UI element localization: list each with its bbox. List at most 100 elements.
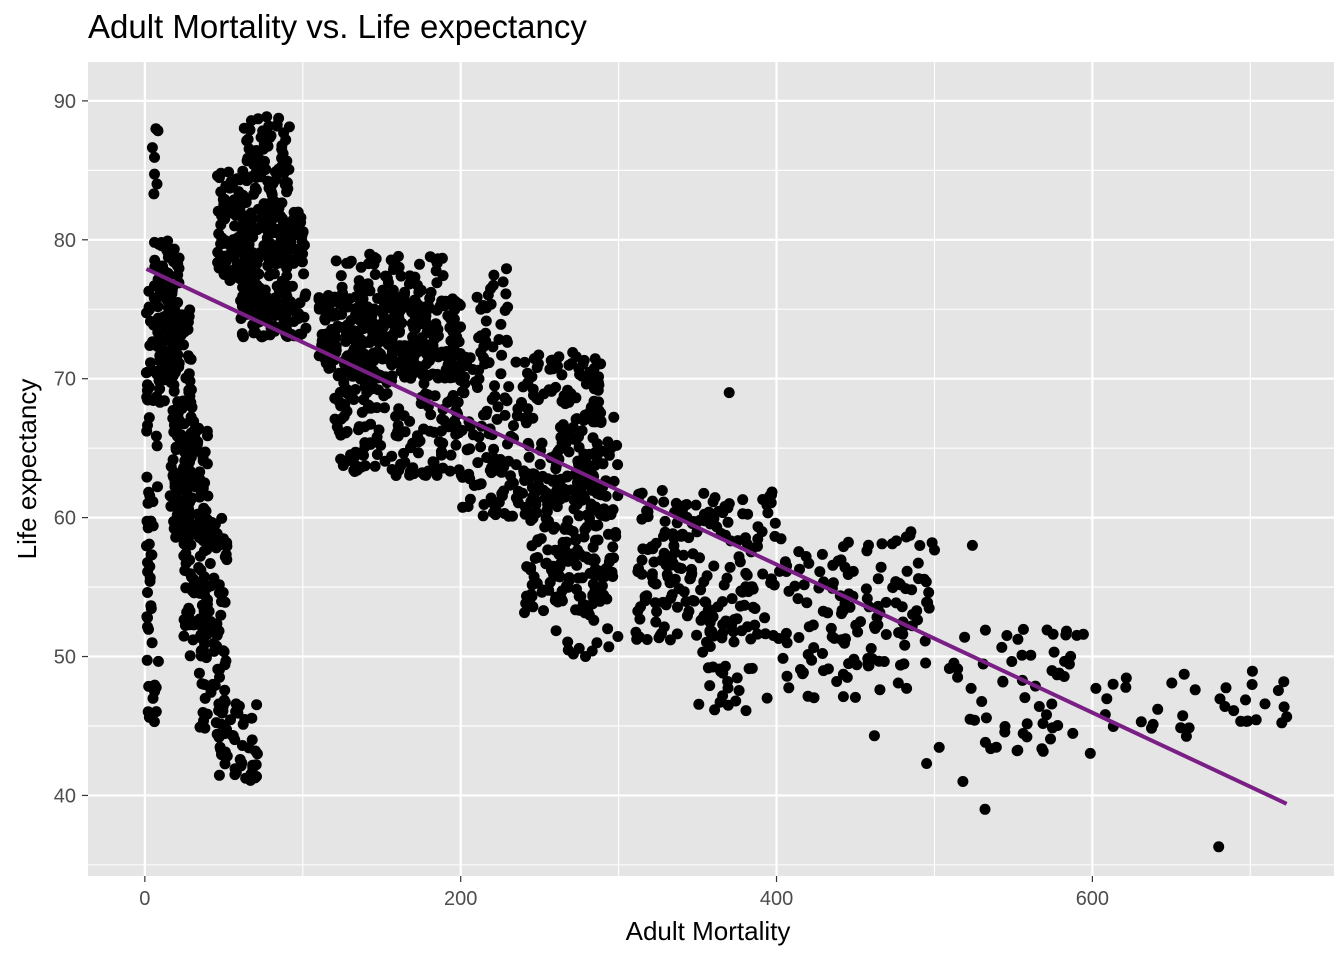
data-point [528,353,540,365]
data-point [225,714,236,726]
data-point [594,489,606,501]
data-point [1178,668,1190,680]
data-point [590,534,601,546]
data-point [387,284,399,296]
data-point [149,254,161,266]
data-point [330,255,342,267]
data-point [416,467,428,479]
data-point [562,636,574,648]
data-point [526,579,538,591]
data-point [215,744,227,756]
data-point [393,261,405,273]
data-point [522,403,534,415]
data-point [550,591,562,603]
data-point [717,690,729,702]
data-point [1278,701,1290,713]
data-point [1180,730,1192,742]
data-point [612,459,624,471]
data-point [666,551,677,563]
data-point [395,270,407,282]
data-point [204,558,216,569]
data-point [200,618,212,630]
data-point [205,686,217,698]
data-point [1016,649,1028,661]
data-point [178,339,189,351]
data-point [842,536,854,548]
data-point [783,682,795,694]
data-point [178,418,190,430]
data-point [478,499,490,510]
data-point [610,527,622,538]
data-point [445,449,457,461]
data-point [923,587,935,598]
data-point [554,561,566,573]
data-points [140,111,1293,853]
data-point [686,569,697,581]
data-point [789,580,801,592]
data-point [1241,715,1253,727]
data-point [350,303,362,315]
data-point [316,329,328,340]
data-point [234,273,246,285]
data-point [236,238,248,250]
data-point [238,256,250,268]
data-point [216,596,227,608]
data-point [181,521,193,532]
data-point [1250,714,1262,726]
data-point [278,127,290,139]
data-point [611,439,623,451]
data-point [901,565,913,577]
data-point [408,468,420,480]
data-point [411,316,423,328]
data-point [508,420,519,432]
data-point [336,322,348,333]
data-point [220,180,232,192]
data-point [731,672,743,684]
data-point [349,334,361,346]
data-point [177,529,189,541]
data-point [271,120,283,132]
data-point [246,734,258,746]
data-point [1276,717,1288,729]
data-point [560,521,572,533]
data-point [213,172,225,184]
data-point [472,457,484,469]
data-point [912,557,924,569]
data-point [497,276,509,288]
data-point [822,663,834,675]
data-point [1120,681,1132,693]
data-point [423,350,435,361]
data-point [703,506,715,518]
data-point [952,663,964,675]
data-point [385,254,397,266]
data-point [285,236,297,248]
data-point [373,424,385,436]
data-point [521,561,533,573]
data-point [658,530,669,542]
data-point [752,521,764,533]
data-point [517,381,529,393]
data-point [587,589,599,601]
data-point [612,631,624,642]
data-point [698,487,710,499]
x-tick-label: 600 [1076,888,1109,910]
data-point [431,277,443,289]
data-point [1021,731,1033,743]
data-point [997,676,1009,688]
data-point [842,569,854,580]
data-point [646,568,658,580]
data-point [481,302,492,314]
data-point [453,298,465,310]
data-point [831,676,843,687]
data-point [224,275,236,286]
data-point [259,155,270,167]
data-point [661,569,673,580]
data-point [597,458,609,470]
data-point [478,409,489,421]
data-point [957,776,969,787]
data-point [562,644,574,656]
data-point [519,356,531,368]
data-point [1047,628,1059,640]
data-point [605,509,617,520]
data-point [488,443,500,455]
